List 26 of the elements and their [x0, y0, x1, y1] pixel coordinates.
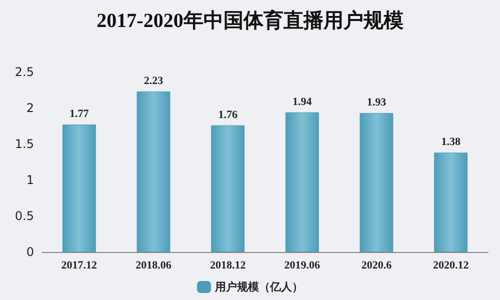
- data-label: 1.93: [366, 96, 387, 109]
- y-tick-label: 1: [26, 173, 34, 187]
- x-tick-label: 2020.12: [432, 260, 470, 272]
- chart-title: 2017-2020年中国体育直播用户规模: [96, 9, 404, 32]
- data-label: 1.38: [441, 136, 461, 148]
- y-tick-label: 2.5: [14, 65, 34, 79]
- data-label: 1.76: [218, 108, 238, 121]
- legend-label: 用户规模（亿人）: [214, 280, 303, 294]
- data-label: 1.77: [70, 108, 90, 120]
- data-label: 1.94: [292, 96, 312, 108]
- y-tick-label: 0: [26, 245, 34, 259]
- bar: [62, 124, 96, 252]
- x-tick-label: 2017.12: [61, 260, 98, 272]
- y-tick-label: 1.5: [14, 137, 34, 151]
- bar: [360, 113, 394, 252]
- bar: [211, 125, 245, 252]
- bar: [136, 91, 170, 252]
- bar: [434, 152, 468, 252]
- y-tick-label: 0.5: [14, 209, 34, 223]
- y-tick-label: 2: [26, 101, 34, 115]
- x-tick-label: 2020.6: [361, 260, 392, 272]
- x-tick-label: 2018.12: [210, 260, 246, 272]
- x-tick-label: 2018.06: [136, 260, 172, 272]
- bar: [285, 112, 319, 252]
- x-tick-label: 2019.06: [284, 260, 321, 272]
- data-label: 2.23: [144, 74, 164, 87]
